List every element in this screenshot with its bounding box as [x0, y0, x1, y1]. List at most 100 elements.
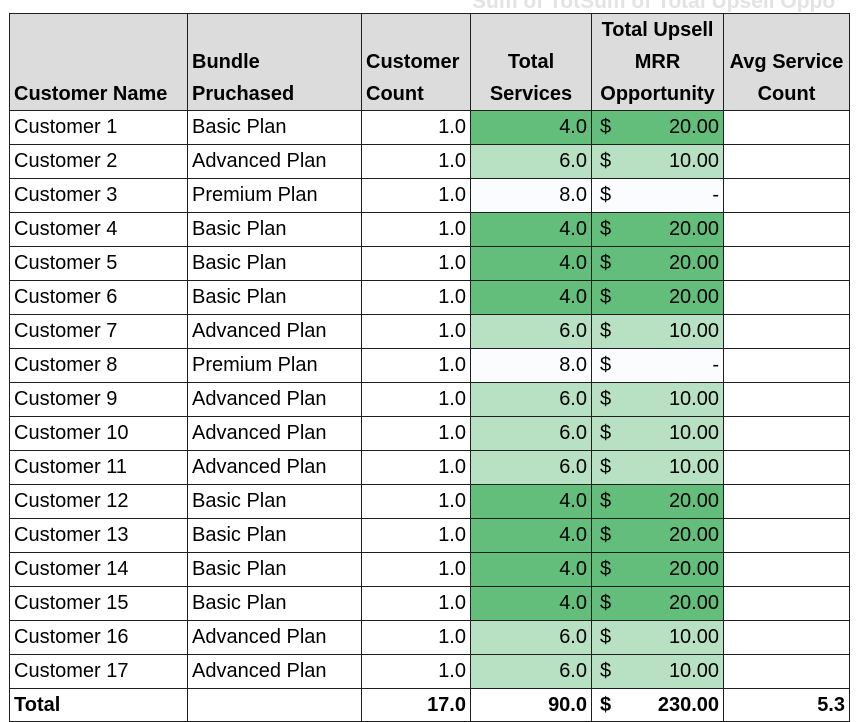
cell-upsell[interactable]: $10.00	[591, 314, 724, 349]
cell-upsell[interactable]: $20.00	[591, 484, 724, 519]
cell-bundle[interactable]: Premium Plan	[187, 348, 362, 383]
cell-customer-name[interactable]: Customer 9	[9, 382, 188, 417]
header-bundle-purchased[interactable]: Bundle Pruchased	[187, 13, 362, 111]
cell-customer-count[interactable]: 1.0	[361, 246, 471, 281]
cell-customer-count[interactable]: 1.0	[361, 212, 471, 247]
cell-total-services[interactable]: 4.0	[470, 518, 592, 553]
cell-bundle[interactable]: Advanced Plan	[187, 654, 362, 689]
cell-upsell[interactable]: $10.00	[591, 654, 724, 689]
header-total-services[interactable]: Total Services	[470, 13, 592, 111]
cell-avg-service-count[interactable]	[723, 620, 850, 655]
cell-customer-count[interactable]: 1.0	[361, 450, 471, 485]
cell-customer-count[interactable]: 1.0	[361, 518, 471, 553]
cell-avg-service-count[interactable]	[723, 110, 850, 145]
cell-customer-name[interactable]: Customer 10	[9, 416, 188, 451]
cell-upsell[interactable]: $10.00	[591, 382, 724, 417]
cell-avg-service-count[interactable]	[723, 518, 850, 553]
total-customer-count[interactable]: 17.0	[361, 688, 471, 722]
cell-upsell[interactable]: $10.00	[591, 144, 724, 179]
cell-upsell[interactable]: $20.00	[591, 212, 724, 247]
cell-customer-name[interactable]: Customer 6	[9, 280, 188, 315]
cell-total-services[interactable]: 6.0	[470, 450, 592, 485]
cell-customer-name[interactable]: Customer 3	[9, 178, 188, 213]
cell-customer-name[interactable]: Customer 13	[9, 518, 188, 553]
total-label[interactable]: Total	[9, 688, 188, 722]
cell-total-services[interactable]: 8.0	[470, 348, 592, 383]
cell-total-services[interactable]: 6.0	[470, 416, 592, 451]
cell-bundle[interactable]: Basic Plan	[187, 586, 362, 621]
cell-avg-service-count[interactable]	[723, 654, 850, 689]
cell-customer-name[interactable]: Customer 7	[9, 314, 188, 349]
cell-customer-name[interactable]: Customer 12	[9, 484, 188, 519]
cell-total-services[interactable]: 6.0	[470, 314, 592, 349]
cell-customer-count[interactable]: 1.0	[361, 654, 471, 689]
cell-customer-name[interactable]: Customer 15	[9, 586, 188, 621]
cell-upsell[interactable]: $10.00	[591, 620, 724, 655]
cell-customer-count[interactable]: 1.0	[361, 178, 471, 213]
cell-total-services[interactable]: 4.0	[470, 212, 592, 247]
cell-bundle[interactable]: Basic Plan	[187, 212, 362, 247]
cell-avg-service-count[interactable]	[723, 178, 850, 213]
cell-avg-service-count[interactable]	[723, 484, 850, 519]
cell-upsell[interactable]: $20.00	[591, 280, 724, 315]
cell-total-services[interactable]: 4.0	[470, 246, 592, 281]
cell-total-services[interactable]: 6.0	[470, 620, 592, 655]
cell-customer-count[interactable]: 1.0	[361, 314, 471, 349]
cell-total-services[interactable]: 6.0	[470, 382, 592, 417]
cell-bundle[interactable]: Basic Plan	[187, 552, 362, 587]
cell-total-services[interactable]: 4.0	[470, 586, 592, 621]
cell-bundle[interactable]: Basic Plan	[187, 110, 362, 145]
header-customer-count[interactable]: Customer Count	[361, 13, 471, 111]
cell-avg-service-count[interactable]	[723, 280, 850, 315]
header-upsell-mrr[interactable]: Total Upsell MRR Opportunity	[591, 13, 724, 111]
cell-customer-count[interactable]: 1.0	[361, 484, 471, 519]
cell-avg-service-count[interactable]	[723, 314, 850, 349]
cell-customer-count[interactable]: 1.0	[361, 552, 471, 587]
cell-avg-service-count[interactable]	[723, 144, 850, 179]
cell-bundle[interactable]: Advanced Plan	[187, 144, 362, 179]
cell-avg-service-count[interactable]	[723, 382, 850, 417]
cell-total-services[interactable]: 4.0	[470, 280, 592, 315]
cell-customer-name[interactable]: Customer 17	[9, 654, 188, 689]
cell-bundle[interactable]: Advanced Plan	[187, 450, 362, 485]
cell-customer-name[interactable]: Customer 8	[9, 348, 188, 383]
cell-customer-name[interactable]: Customer 1	[9, 110, 188, 145]
cell-upsell[interactable]: $20.00	[591, 552, 724, 587]
cell-avg-service-count[interactable]	[723, 552, 850, 587]
cell-total-services[interactable]: 4.0	[470, 110, 592, 145]
cell-avg-service-count[interactable]	[723, 586, 850, 621]
cell-bundle[interactable]: Basic Plan	[187, 484, 362, 519]
total-upsell[interactable]: $ 230.00	[591, 688, 724, 722]
cell-bundle[interactable]: Premium Plan	[187, 178, 362, 213]
cell-bundle[interactable]: Advanced Plan	[187, 620, 362, 655]
cell-customer-name[interactable]: Customer 14	[9, 552, 188, 587]
header-customer-name[interactable]: Customer Name	[9, 13, 188, 111]
cell-bundle[interactable]: Advanced Plan	[187, 382, 362, 417]
cell-customer-name[interactable]: Customer 11	[9, 450, 188, 485]
cell-avg-service-count[interactable]	[723, 416, 850, 451]
cell-avg-service-count[interactable]	[723, 246, 850, 281]
cell-upsell[interactable]: $ -	[591, 348, 724, 383]
cell-customer-name[interactable]: Customer 4	[9, 212, 188, 247]
cell-total-services[interactable]: 8.0	[470, 178, 592, 213]
cell-customer-count[interactable]: 1.0	[361, 110, 471, 145]
header-avg-service-count[interactable]: Avg Service Count	[723, 13, 850, 111]
cell-customer-count[interactable]: 1.0	[361, 382, 471, 417]
cell-total-services[interactable]: 6.0	[470, 144, 592, 179]
cell-upsell[interactable]: $20.00	[591, 518, 724, 553]
cell-avg-service-count[interactable]	[723, 348, 850, 383]
cell-customer-name[interactable]: Customer 5	[9, 246, 188, 281]
cell-bundle[interactable]: Basic Plan	[187, 246, 362, 281]
cell-total-services[interactable]: 4.0	[470, 484, 592, 519]
cell-upsell[interactable]: $20.00	[591, 586, 724, 621]
cell-upsell[interactable]: $10.00	[591, 450, 724, 485]
cell-upsell[interactable]: $ -	[591, 178, 724, 213]
cell-upsell[interactable]: $20.00	[591, 110, 724, 145]
cell-total-services[interactable]: 4.0	[470, 552, 592, 587]
cell-bundle[interactable]: Advanced Plan	[187, 314, 362, 349]
cell-customer-count[interactable]: 1.0	[361, 280, 471, 315]
total-bundle[interactable]	[187, 688, 362, 722]
cell-customer-count[interactable]: 1.0	[361, 348, 471, 383]
cell-customer-count[interactable]: 1.0	[361, 416, 471, 451]
cell-customer-count[interactable]: 1.0	[361, 586, 471, 621]
